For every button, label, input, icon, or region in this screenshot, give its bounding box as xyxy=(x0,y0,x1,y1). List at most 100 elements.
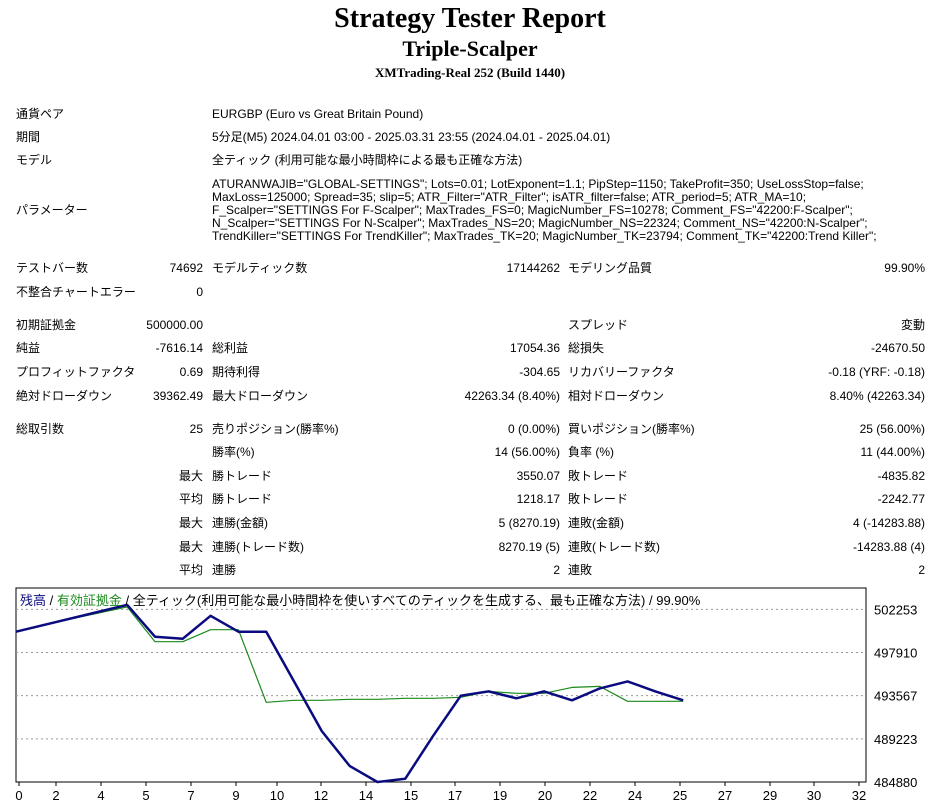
x-tick-label: 15 xyxy=(404,788,418,803)
bars-label: テストバー数 xyxy=(16,261,89,275)
x-tick-label: 7 xyxy=(187,788,194,803)
params-row: パラメーター xyxy=(0,200,940,220)
stats-row-avg-cons: 平均 連勝 2 連敗 2 xyxy=(0,560,940,580)
symbol-row: 通貨ペア EURGBP (Euro vs Great Britain Pound… xyxy=(0,104,940,124)
balance-line xyxy=(15,603,684,784)
average-word: 平均 xyxy=(178,492,203,506)
trades-value: 25 xyxy=(189,422,203,436)
rel-dd-value: 8.40% (42263.34) xyxy=(829,389,925,403)
abs-dd-label: 絶対ドローダウン xyxy=(16,389,113,403)
y-tick-label: 489223 xyxy=(874,732,917,747)
period-label: 期間 xyxy=(16,130,41,144)
long-value: 25 (56.00%) xyxy=(859,422,925,436)
x-tick-label: 4 xyxy=(97,788,104,803)
net-value: -7616.14 xyxy=(155,341,203,355)
largest-loss-label: 敗トレード xyxy=(568,469,629,483)
largest-win-value: 3550.07 xyxy=(516,469,560,483)
expected-label: 期待利得 xyxy=(212,365,261,379)
quality-label: モデリング品質 xyxy=(568,261,653,275)
mismatch-label: 不整合チャートエラー xyxy=(16,285,136,299)
deposit-value: 500000.00 xyxy=(146,318,203,332)
params-line: MaxLoss=125000; Spread=35; slip=5; ATR_F… xyxy=(212,190,807,204)
avg-cons-loss-label: 連敗 xyxy=(568,563,593,577)
expected-value: -304.65 xyxy=(519,365,560,379)
period-row: 期間 5分足(M5) 2024.04.01 03:00 - 2025.03.31… xyxy=(0,127,940,147)
avg-cons-win-value: 2 xyxy=(553,563,560,577)
symbol-label: 通貨ペア xyxy=(16,107,65,121)
recovery-value: -0.18 (YRF: -0.18) xyxy=(828,365,925,379)
server-build: XMTrading-Real 252 (Build 1440) xyxy=(374,65,566,80)
x-tick-label: 22 xyxy=(583,788,597,803)
report-title: Strategy Tester Report xyxy=(334,3,606,34)
avg-loss-value: -2242.77 xyxy=(877,492,925,506)
avg-win-value: 1218.17 xyxy=(516,492,560,506)
x-tick-label: 25 xyxy=(673,788,687,803)
largest-word: 最大 xyxy=(178,469,203,483)
max-dd-value: 42263.34 (8.40%) xyxy=(464,389,560,403)
stats-row-pf: プロフィットファクタ 0.69 期待利得 -304.65 リカバリーファクタ -… xyxy=(0,362,940,382)
stats-row-bars: テストバー数 74692 モデルティック数 17144262 モデリング品質 9… xyxy=(0,258,940,278)
expert-name: Triple-Scalper xyxy=(402,36,538,61)
spread-value: 変動 xyxy=(900,318,925,332)
params-line: TrendKiller="SETTINGS For TrendKiller"; … xyxy=(212,229,877,243)
y-tick-label: 493567 xyxy=(874,689,917,704)
x-tick-label: 29 xyxy=(763,788,777,803)
x-tick-label: 10 xyxy=(270,788,284,803)
max-dd-label: 最大ドローダウン xyxy=(212,389,309,403)
caption-sep: / xyxy=(46,593,57,608)
stats-row-net: 純益 -7616.14 総利益 17054.36 総損失 -24670.50 xyxy=(0,338,940,358)
x-tick-label: 19 xyxy=(493,788,507,803)
symbol-value: EURGBP (Euro vs Great Britain Pound) xyxy=(212,107,424,121)
quality-value: 99.90% xyxy=(884,261,925,275)
short-label: 売りポジション(勝率%) xyxy=(212,422,339,436)
x-tick-label: 5 xyxy=(142,788,149,803)
params-line: F_Scalper="SETTINGS For F-Scalper"; MaxT… xyxy=(212,203,853,217)
y-tick-label: 484880 xyxy=(874,775,917,790)
stats-row-cons-amt: 最大 連勝(金額) 5 (8270.19) 連敗(金額) 4 (-14283.8… xyxy=(0,513,940,533)
stats-row-winrate: 勝率(%) 14 (56.00%) 負率 (%) 11 (44.00%) xyxy=(0,442,940,462)
spread-label: スプレッド xyxy=(568,318,629,332)
equity-line xyxy=(15,606,684,703)
params-line: ATURANWAJIB="GLOBAL-SETTINGS"; Lots=0.01… xyxy=(212,177,864,191)
chart-caption: 残高 / 有効証拠金 / 全ティック(利用可能な最小時間枠を使いすべてのティック… xyxy=(20,590,700,609)
loss-rate-label: 負率 (%) xyxy=(568,445,614,459)
params-line: N_Scalper="SETTINGS For N-Scalper"; MaxT… xyxy=(212,216,868,230)
x-tick-label: 2 xyxy=(52,788,59,803)
avg-cons-word: 平均 xyxy=(178,563,203,577)
long-label: 買いポジション(勝率%) xyxy=(568,422,695,436)
caption-equity: 有効証拠金 xyxy=(56,593,122,608)
x-tick-label: 14 xyxy=(359,788,373,803)
cons-loss-amt-value: 4 (-14283.88) xyxy=(852,516,925,530)
gross-profit-label: 総利益 xyxy=(212,341,249,355)
x-tick-label: 32 xyxy=(852,788,866,803)
stats-row-average: 平均 勝トレード 1218.17 敗トレード -2242.77 xyxy=(0,489,940,509)
stats-row-dd: 絶対ドローダウン 39362.49 最大ドローダウン 42263.34 (8.4… xyxy=(0,386,940,406)
stats-row-deposit: 初期証拠金 500000.00 スプレッド 変動 xyxy=(0,315,940,335)
net-label: 純益 xyxy=(16,341,41,355)
recovery-label: リカバリーファクタ xyxy=(568,365,675,379)
gross-loss-value: -24670.50 xyxy=(870,341,925,355)
cons-win-cnt-label: 連勝(トレード数) xyxy=(212,540,304,554)
plot-frame xyxy=(15,587,867,783)
model-label: モデル xyxy=(16,153,53,167)
x-tick-label: 24 xyxy=(628,788,642,803)
pf-label: プロフィットファクタ xyxy=(16,365,136,379)
ticks-label: モデルティック数 xyxy=(212,261,308,275)
gross-profit-value: 17054.36 xyxy=(509,341,560,355)
caption-balance: 残高 xyxy=(20,593,47,608)
stats-row-largest: 最大 勝トレード 3550.07 敗トレード -4835.82 xyxy=(0,466,940,486)
trades-label: 総取引数 xyxy=(16,422,65,436)
model-value: 全ティック (利用可能な最小時間枠による最も正確な方法) xyxy=(212,153,523,167)
gross-loss-label: 総損失 xyxy=(568,341,605,355)
params-label: パラメーター xyxy=(16,203,88,217)
cons-win-amt-value: 5 (8270.19) xyxy=(498,516,560,530)
caption-rest: / 全ティック(利用可能な最小時間枠を使いすべてのティックを生成する、最も正確な… xyxy=(121,593,701,608)
x-tick-label: 12 xyxy=(314,788,328,803)
avg-cons-loss-value: 2 xyxy=(918,563,925,577)
bars-value: 74692 xyxy=(169,261,203,275)
period-value: 5分足(M5) 2024.04.01 03:00 - 2025.03.31 23… xyxy=(212,130,611,144)
cons-loss-cnt-label: 連敗(トレード数) xyxy=(568,540,660,554)
x-tick-label: 9 xyxy=(232,788,239,803)
x-tick-label: 0 xyxy=(15,788,22,803)
